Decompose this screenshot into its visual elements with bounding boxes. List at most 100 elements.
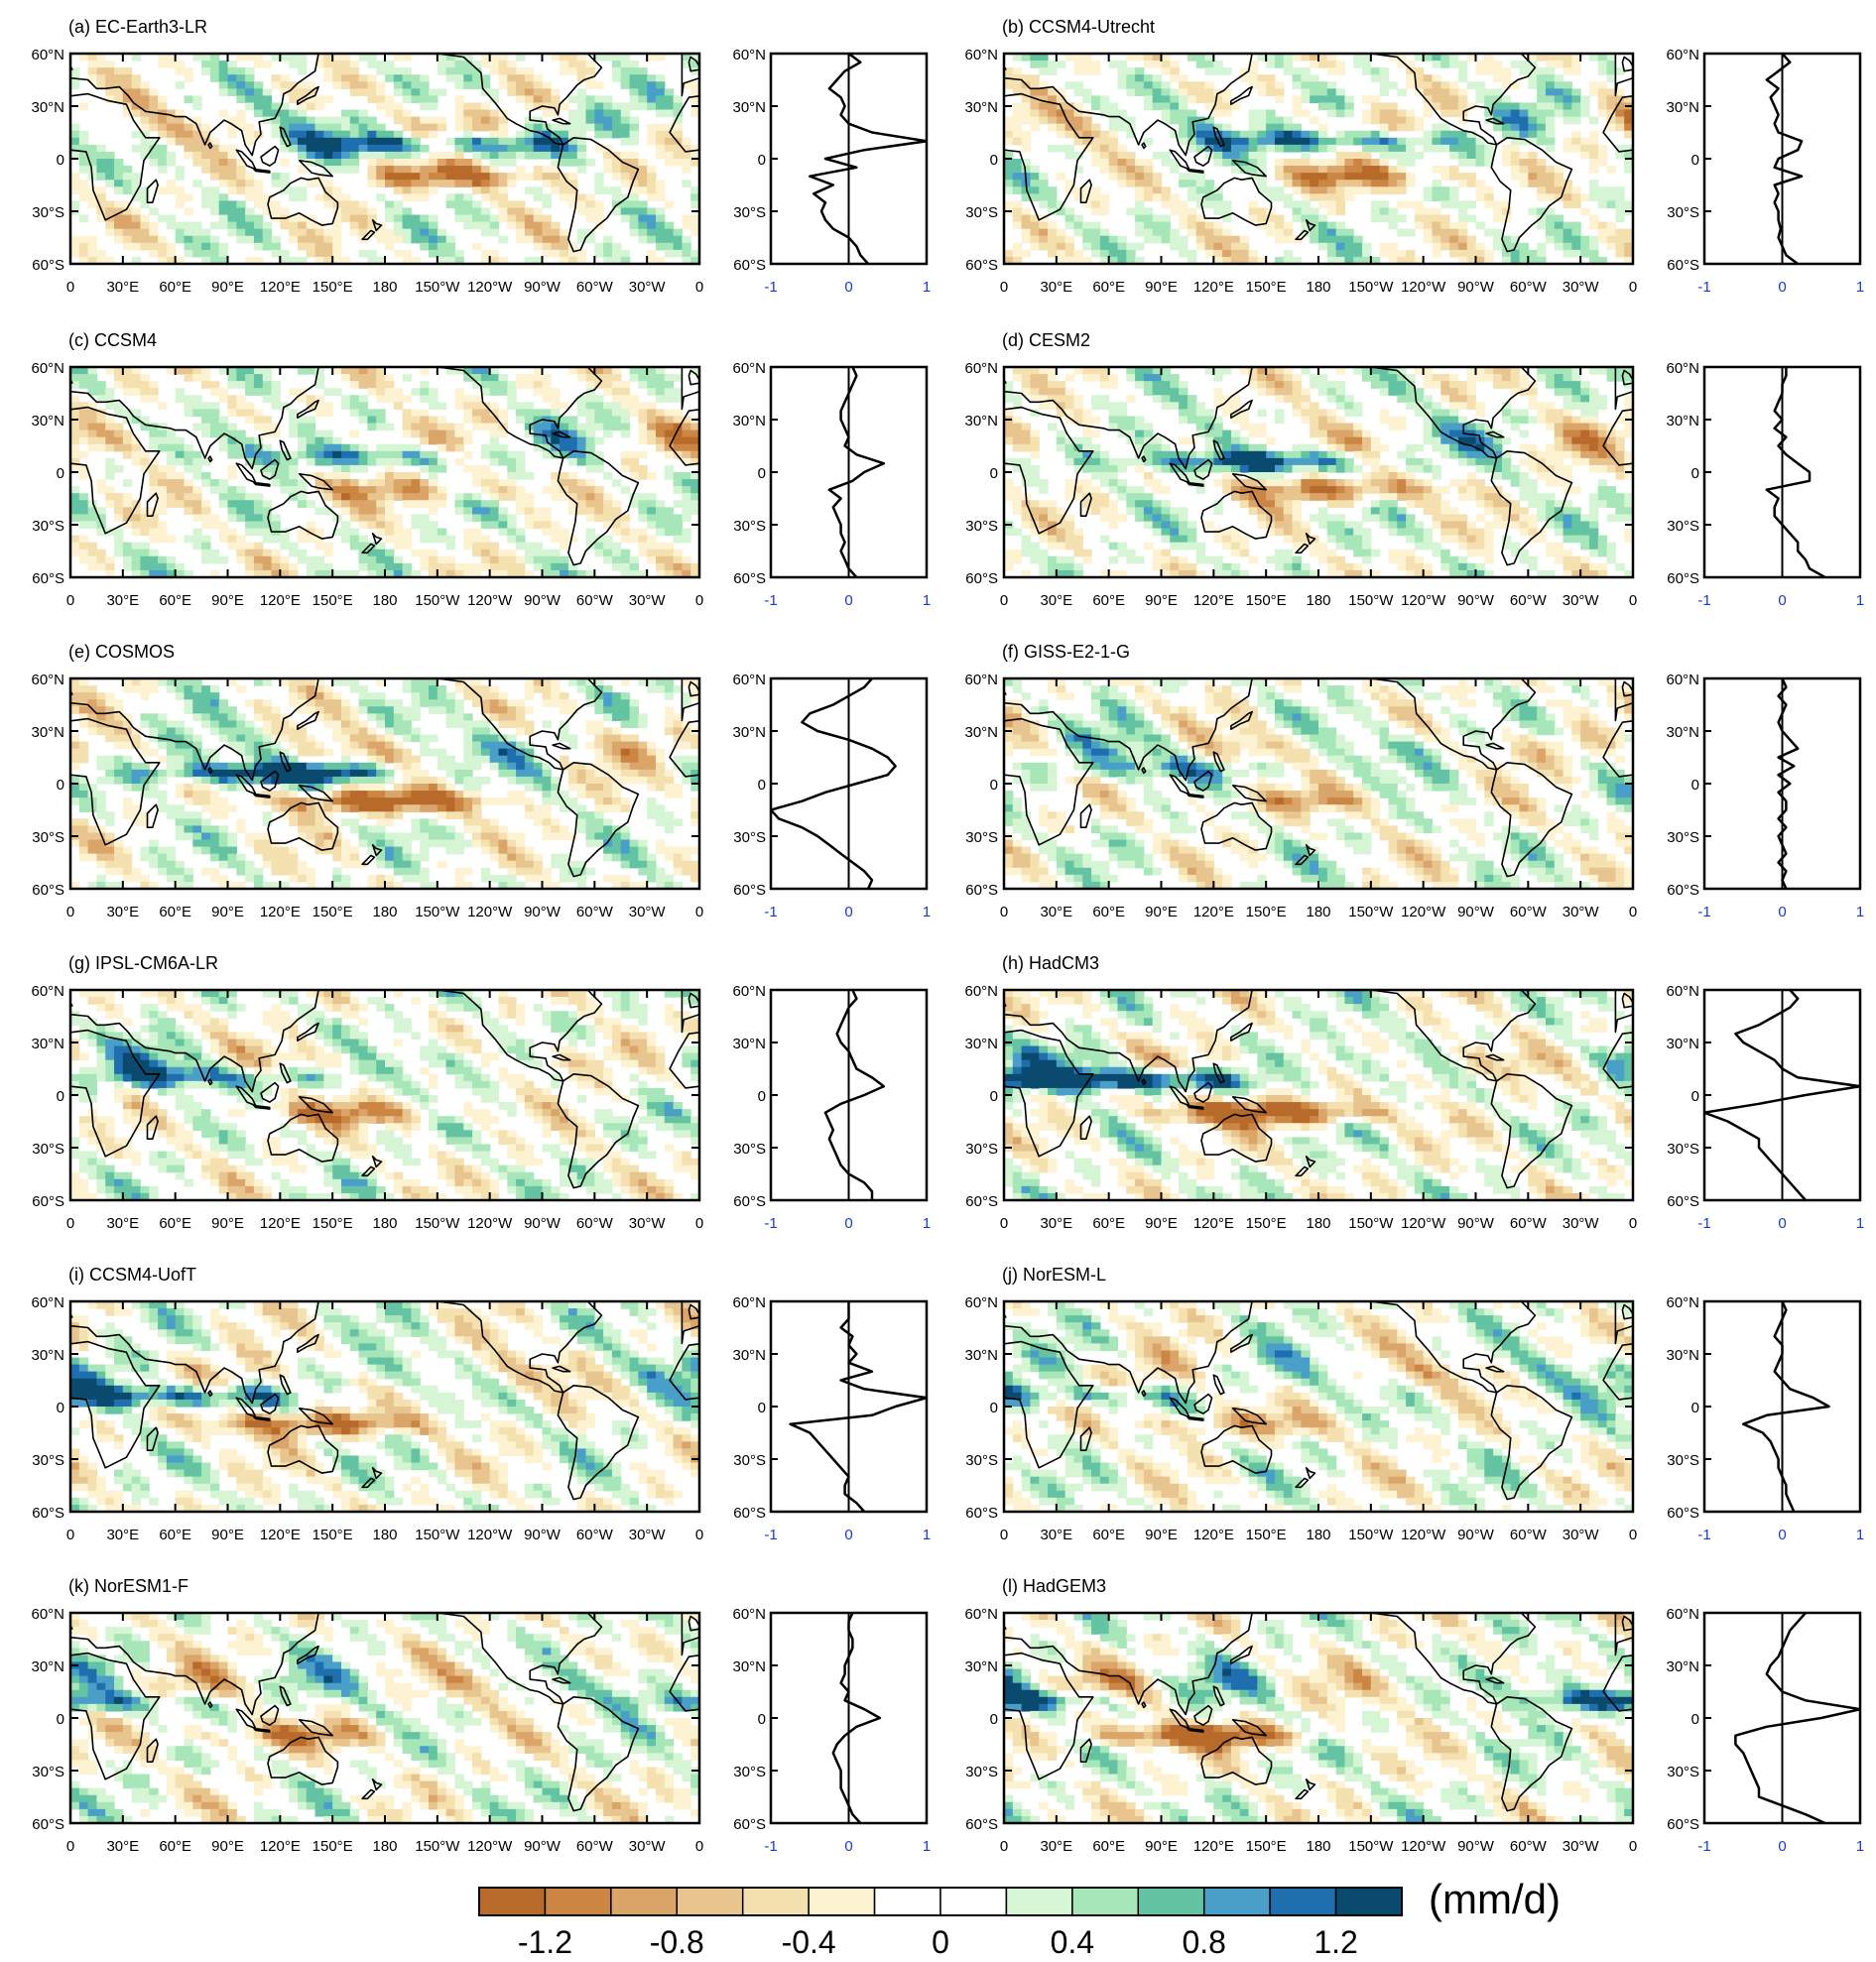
coastline-eurasia xyxy=(681,54,699,97)
field-cell xyxy=(629,450,639,459)
field-cell xyxy=(314,137,324,146)
field-cell xyxy=(1056,409,1066,418)
field-cell xyxy=(1064,186,1075,194)
field-cell xyxy=(131,180,142,187)
field-cell xyxy=(1170,130,1180,139)
field-cell xyxy=(1274,235,1285,244)
field-cell xyxy=(411,493,421,501)
field-cell xyxy=(1414,116,1425,125)
field-cell xyxy=(96,423,106,431)
field-cell xyxy=(367,151,377,160)
field-cell xyxy=(289,409,299,418)
field-cell xyxy=(245,436,255,445)
field-cell xyxy=(306,450,316,459)
field-cell xyxy=(585,207,595,216)
field-cell xyxy=(1362,180,1372,187)
field-cell xyxy=(1362,367,1372,375)
field-cell xyxy=(429,479,438,487)
field-cell xyxy=(166,221,177,230)
field-cell xyxy=(367,409,377,418)
field-cell xyxy=(1457,200,1468,209)
field-cell xyxy=(1274,88,1285,96)
field-cell xyxy=(271,381,281,389)
field-cell xyxy=(567,180,578,187)
field-cell xyxy=(323,95,333,104)
field-cell xyxy=(638,214,648,223)
field-cell xyxy=(201,130,211,139)
field-cell xyxy=(306,416,316,425)
field-cell xyxy=(647,137,657,146)
field-cell xyxy=(1048,67,1058,75)
field-cell xyxy=(96,436,106,445)
field-cell xyxy=(1457,180,1468,187)
field-cell xyxy=(673,514,683,523)
field-cell xyxy=(332,569,342,577)
field-cell xyxy=(1239,74,1250,82)
field-cell xyxy=(1266,388,1276,396)
field-cell xyxy=(1248,61,1258,68)
field-cell xyxy=(560,130,569,139)
field-cell xyxy=(131,500,142,508)
field-cell xyxy=(122,207,133,216)
field-cell xyxy=(1449,102,1459,111)
field-cell xyxy=(594,144,604,153)
field-cell xyxy=(201,549,211,557)
field-cell xyxy=(1335,61,1346,68)
field-cell xyxy=(507,493,517,501)
field-cell xyxy=(585,514,595,523)
field-cell xyxy=(507,402,517,410)
field-cell xyxy=(1624,130,1633,139)
field-cell xyxy=(533,228,544,237)
field-cell xyxy=(166,186,177,194)
field-cell xyxy=(611,507,622,515)
field-cell xyxy=(576,507,587,515)
field-cell xyxy=(253,214,264,223)
field-cell xyxy=(358,123,368,132)
field-cell xyxy=(1475,186,1485,194)
field-cell xyxy=(1588,151,1599,160)
field-cell xyxy=(1597,395,1608,403)
field-cell xyxy=(1362,166,1372,174)
field-cell xyxy=(218,109,229,118)
field-cell xyxy=(1204,367,1214,375)
field-cell xyxy=(253,416,264,425)
field-cell xyxy=(393,137,404,146)
field-cell xyxy=(323,74,333,82)
field-cell xyxy=(1335,249,1346,258)
field-cell xyxy=(306,123,316,132)
profile-x-label: -1 xyxy=(764,592,777,609)
field-cell xyxy=(445,535,456,544)
field-cell xyxy=(209,555,220,564)
field-cell xyxy=(306,395,316,403)
field-cell xyxy=(201,249,211,258)
field-cell xyxy=(385,144,395,153)
field-cell xyxy=(1257,151,1267,160)
field-cell xyxy=(358,54,368,61)
field-cell xyxy=(620,464,631,473)
field-cell xyxy=(690,88,699,96)
field-cell xyxy=(411,95,421,104)
field-cell xyxy=(1484,228,1494,237)
field-cell xyxy=(1143,95,1154,104)
profile-lat-label: 0 xyxy=(758,152,766,169)
field-cell xyxy=(1099,137,1110,146)
field-cell xyxy=(516,151,526,160)
field-cell xyxy=(1230,395,1241,403)
field-cell xyxy=(567,472,578,480)
field-cell xyxy=(603,388,613,396)
field-cell xyxy=(516,207,526,216)
field-cell xyxy=(1012,81,1023,89)
field-cell xyxy=(603,186,613,194)
field-cell xyxy=(245,555,255,564)
field-cell xyxy=(480,123,491,132)
field-cell xyxy=(542,109,552,118)
field-cell xyxy=(1021,130,1032,139)
field-cell xyxy=(533,542,544,551)
field-cell xyxy=(1099,395,1110,403)
field-cell xyxy=(1056,381,1066,389)
field-cell xyxy=(1580,137,1590,146)
field-cell xyxy=(454,436,464,445)
field-cell xyxy=(655,130,666,139)
field-cell xyxy=(1318,159,1328,167)
field-cell xyxy=(1563,61,1572,68)
